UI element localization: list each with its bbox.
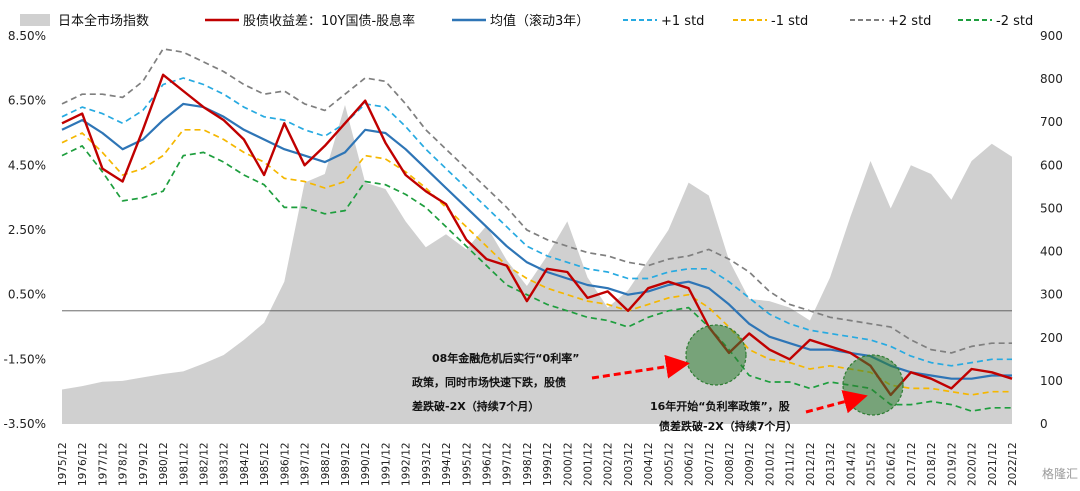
x-tick-label: 1979/12 <box>138 442 150 486</box>
legend-label: 股债收益差：10Y国债-股息率 <box>243 13 415 29</box>
x-tick-label: 1985/12 <box>259 442 271 486</box>
annotation-2008-arrow <box>591 354 690 380</box>
watermark-text: 格隆汇 <box>1042 466 1078 481</box>
x-tick-label: 1975/12 <box>57 442 69 486</box>
y-right-tick-label: 0 <box>1040 417 1048 431</box>
x-tick-label: 2005/12 <box>663 442 675 486</box>
x-tick-label: 2001/12 <box>583 442 595 486</box>
annotation-2008-line: 政策，同时市场快速下跌，股债 <box>412 375 566 389</box>
x-tick-label: 2006/12 <box>684 442 696 486</box>
x-tick-label: 1996/12 <box>481 442 493 486</box>
y-right-tick-label: 700 <box>1040 115 1063 129</box>
x-tick-label: 2002/12 <box>603 442 615 486</box>
x-tick-label: 2015/12 <box>866 442 878 486</box>
x-tick-label: 1976/12 <box>77 442 89 486</box>
x-tick-label: 2014/12 <box>845 442 857 486</box>
x-tick-label: 2011/12 <box>785 442 797 486</box>
mean-line <box>61 102 1012 380</box>
x-tick-label: 2016/12 <box>886 442 898 486</box>
legend-swatch-area <box>20 14 50 26</box>
x-tick-label: 2000/12 <box>562 442 574 486</box>
annotations-layer: 08年金融危机后实行“0利率” 政策，同时市场快速下跌，股债差跌破-2X（持续7个… <box>412 351 868 433</box>
legend: 日本全市场指数 股债收益差：10Y国债-股息率 均值（滚动3年） +1 std -1 s… <box>20 13 1033 29</box>
annotation-2008-line: 差跌破-2X（持续7个月） <box>412 399 539 413</box>
y-right-tick-label: 400 <box>1040 245 1063 259</box>
legend-label: 日本全市场指数 <box>58 13 149 29</box>
y-left-tick-label: 4.50% <box>8 158 46 172</box>
x-tick-label: 1977/12 <box>97 442 109 486</box>
annotation-2016-line: 债差跌破-2X（持续7个月） <box>659 419 797 433</box>
y-right-tick-label: 100 <box>1040 374 1063 388</box>
x-tick-label: 1992/12 <box>401 442 413 486</box>
legend-label: +1 std <box>661 14 704 29</box>
y-right-tick-label: 300 <box>1040 288 1063 302</box>
x-tick-label: 2019/12 <box>946 442 958 486</box>
x-tick-label: 2008/12 <box>724 442 736 486</box>
y-right-tick-label: 800 <box>1040 72 1063 86</box>
x-tick-label: 1989/12 <box>340 442 352 486</box>
x-tick-label: 1980/12 <box>158 442 170 486</box>
x-tick-label: 1990/12 <box>360 442 372 486</box>
x-tick-label: 2018/12 <box>926 442 938 486</box>
x-tick-label: 1991/12 <box>380 442 392 486</box>
index-area <box>62 105 1012 424</box>
x-tick-label: 2009/12 <box>744 442 756 486</box>
x-tick-label: 2012/12 <box>805 442 817 486</box>
y-left-tick-label: 2.50% <box>8 223 46 237</box>
spread-line <box>61 73 1013 397</box>
x-tick-label: 1995/12 <box>461 442 473 486</box>
highlight-2016 <box>842 354 904 416</box>
x-tick-label: 2010/12 <box>764 442 776 486</box>
x-tick-label: 1988/12 <box>320 442 332 486</box>
y-right-tick-label: 900 <box>1040 29 1063 43</box>
y-right-tick-label: 500 <box>1040 201 1063 215</box>
x-tick-label: 1986/12 <box>279 442 291 486</box>
x-tick-label: 1984/12 <box>239 442 251 486</box>
y-left-tick-label: -1.50% <box>4 352 46 366</box>
legend-label: -1 std <box>771 14 808 29</box>
y-left-tick-label: 6.50% <box>8 94 46 108</box>
index-area-layer <box>62 105 1012 424</box>
y-left-tick-label: -3.50% <box>4 417 46 431</box>
x-tick-label: 1981/12 <box>178 442 190 486</box>
y-left-tick-label: 8.50% <box>8 29 46 43</box>
x-tick-label: 1993/12 <box>421 442 433 486</box>
x-tick-label: 1998/12 <box>522 442 534 486</box>
x-tick-label: 1983/12 <box>219 442 231 486</box>
y-axis-left: 8.50% 6.50% 4.50% 2.50% 0.50% -1.50% -3.50% <box>4 29 46 431</box>
y-axis-right: 900 800 700 600 500 400 300 200 100 0 <box>1040 29 1063 431</box>
legend-label: +2 std <box>888 14 931 29</box>
x-tick-label: 2003/12 <box>623 442 635 486</box>
legend-label: 均值（滚动3年） <box>490 13 589 29</box>
x-tick-label: 1997/12 <box>502 442 514 486</box>
annotation-2016-arrow <box>805 390 868 414</box>
annotation-2016-line: 16年开始“负利率政策”，股 <box>650 399 791 413</box>
plus-2-std-line <box>61 48 1012 354</box>
x-axis: 1975/12 1976/12 1977/12 1978/12 1979/12 1980/… <box>57 442 1019 486</box>
x-tick-label: 1999/12 <box>542 442 554 486</box>
annotation-2008-line: 08年金融危机后实行“0利率” <box>432 351 579 365</box>
x-tick-label: 2020/12 <box>967 442 979 486</box>
x-tick-label: 2013/12 <box>825 442 837 486</box>
legend-label: -2 std <box>996 14 1033 29</box>
x-tick-label: 1994/12 <box>441 442 453 486</box>
x-tick-label: 1987/12 <box>300 442 312 486</box>
highlight-2008 <box>685 324 747 386</box>
x-tick-label: 1978/12 <box>118 442 130 486</box>
x-tick-label: 2021/12 <box>987 442 999 486</box>
y-left-tick-label: 0.50% <box>8 288 46 302</box>
plus-1-std-line <box>61 77 1012 367</box>
y-right-tick-label: 600 <box>1040 158 1063 172</box>
y-right-tick-label: 200 <box>1040 331 1063 345</box>
x-tick-label: 1982/12 <box>198 442 210 486</box>
x-tick-label: 2022/12 <box>1007 442 1019 486</box>
x-tick-label: 2007/12 <box>704 442 716 486</box>
x-tick-label: 2004/12 <box>643 442 655 486</box>
x-tick-label: 2017/12 <box>906 442 918 486</box>
